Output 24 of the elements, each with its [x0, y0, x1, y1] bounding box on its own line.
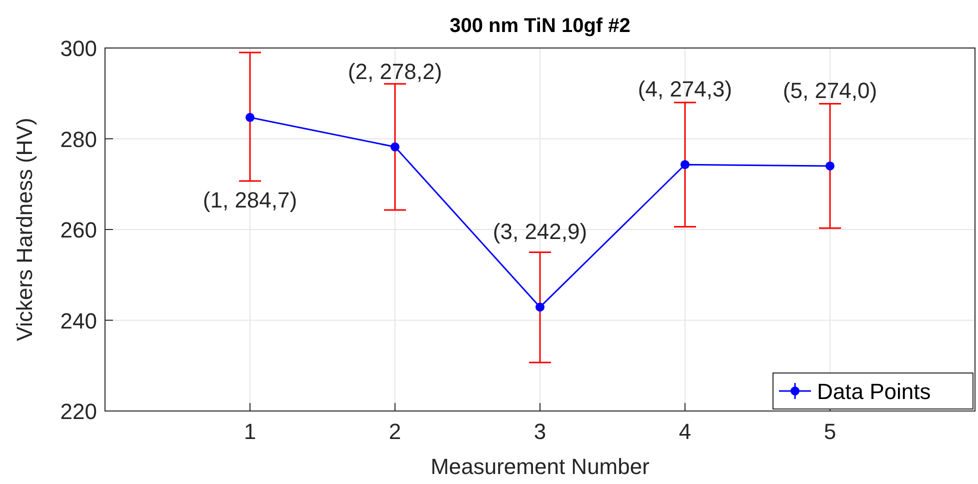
y-axis-title: Vickers Hardness (HV): [12, 118, 37, 342]
point: [536, 302, 544, 312]
x-tick-label: 1: [244, 419, 256, 444]
data-label: (4, 274,3): [638, 76, 732, 102]
data-label: (5, 274,0): [782, 78, 878, 103]
point: [246, 112, 254, 122]
x-tick-label: 2: [388, 419, 402, 444]
chart-title: 300 nm TiN 10gf #2: [450, 15, 630, 37]
point: [680, 160, 690, 170]
y-tick-label: 300: [60, 36, 97, 61]
y-tick-label: 240: [60, 308, 97, 334]
data-label: (1, 284,7): [202, 187, 298, 212]
x-tick-label: 4: [678, 419, 692, 444]
data-label: (3, 242,9): [492, 219, 588, 244]
y-tick-label: 220: [60, 399, 97, 424]
y-tick-label: 280: [60, 126, 97, 152]
y-tick-label: 260: [60, 218, 97, 242]
x-tick-label: 5: [824, 419, 836, 444]
point: [390, 142, 400, 152]
x-axis-title: Measurement Number: [430, 454, 650, 479]
data-label: (2, 278,2): [348, 58, 442, 84]
x-tick-label: 3: [534, 419, 546, 444]
point: [826, 161, 834, 170]
legend-label: Data Points: [817, 379, 931, 404]
